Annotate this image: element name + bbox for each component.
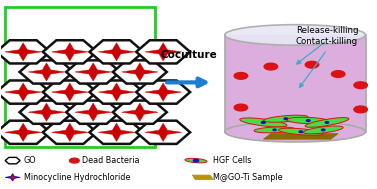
Ellipse shape bbox=[225, 25, 366, 45]
Polygon shape bbox=[5, 174, 20, 181]
Polygon shape bbox=[145, 83, 181, 101]
Polygon shape bbox=[113, 101, 167, 124]
Circle shape bbox=[299, 131, 302, 132]
Circle shape bbox=[262, 122, 265, 123]
Polygon shape bbox=[305, 118, 349, 127]
Polygon shape bbox=[136, 40, 190, 64]
Circle shape bbox=[325, 122, 329, 123]
Circle shape bbox=[354, 106, 367, 113]
Polygon shape bbox=[145, 43, 181, 61]
Polygon shape bbox=[254, 127, 295, 133]
Polygon shape bbox=[52, 43, 88, 61]
Polygon shape bbox=[145, 123, 181, 141]
Polygon shape bbox=[264, 115, 308, 122]
Circle shape bbox=[331, 71, 345, 77]
Polygon shape bbox=[28, 103, 65, 121]
Circle shape bbox=[307, 120, 310, 122]
Circle shape bbox=[284, 118, 288, 120]
Circle shape bbox=[354, 82, 367, 88]
Circle shape bbox=[69, 158, 79, 163]
Polygon shape bbox=[5, 83, 41, 101]
Text: Release-killing: Release-killing bbox=[296, 26, 358, 35]
Text: M@GO-Ti Sample: M@GO-Ti Sample bbox=[213, 173, 282, 182]
Bar bbox=[5, 7, 155, 147]
Text: Minocycline Hydrochloride: Minocycline Hydrochloride bbox=[24, 173, 130, 182]
Text: Contact-killing: Contact-killing bbox=[296, 37, 358, 46]
Text: Coculture: Coculture bbox=[160, 50, 217, 60]
Text: HGF Cells: HGF Cells bbox=[213, 156, 251, 165]
Polygon shape bbox=[28, 63, 65, 81]
Polygon shape bbox=[264, 134, 338, 139]
Polygon shape bbox=[0, 40, 50, 64]
Circle shape bbox=[234, 73, 248, 79]
Circle shape bbox=[264, 63, 277, 70]
Polygon shape bbox=[113, 60, 167, 84]
Polygon shape bbox=[43, 81, 97, 104]
Circle shape bbox=[234, 104, 248, 111]
Polygon shape bbox=[240, 118, 287, 127]
Polygon shape bbox=[0, 81, 50, 104]
Text: Dead Bacteria: Dead Bacteria bbox=[82, 156, 139, 165]
Polygon shape bbox=[90, 81, 144, 104]
Polygon shape bbox=[66, 60, 120, 84]
Polygon shape bbox=[43, 40, 97, 64]
Polygon shape bbox=[121, 103, 158, 121]
Polygon shape bbox=[75, 63, 112, 81]
Polygon shape bbox=[20, 60, 74, 84]
Circle shape bbox=[273, 129, 276, 131]
Polygon shape bbox=[98, 83, 135, 101]
Polygon shape bbox=[52, 83, 88, 101]
Polygon shape bbox=[75, 103, 112, 121]
Polygon shape bbox=[98, 123, 135, 141]
Polygon shape bbox=[66, 101, 120, 124]
Polygon shape bbox=[287, 117, 330, 124]
Polygon shape bbox=[136, 121, 190, 144]
Polygon shape bbox=[90, 121, 144, 144]
Text: GO: GO bbox=[24, 156, 37, 165]
Polygon shape bbox=[279, 128, 323, 135]
Polygon shape bbox=[0, 121, 50, 144]
Polygon shape bbox=[43, 121, 97, 144]
Polygon shape bbox=[98, 43, 135, 61]
Polygon shape bbox=[20, 101, 74, 124]
Circle shape bbox=[193, 159, 199, 162]
Polygon shape bbox=[5, 123, 41, 141]
Polygon shape bbox=[90, 40, 144, 64]
Ellipse shape bbox=[225, 122, 366, 142]
Polygon shape bbox=[52, 123, 88, 141]
Polygon shape bbox=[185, 158, 207, 163]
Polygon shape bbox=[303, 126, 343, 134]
Polygon shape bbox=[5, 157, 20, 164]
Polygon shape bbox=[121, 63, 158, 81]
Bar bbox=[225, 35, 366, 132]
Polygon shape bbox=[5, 43, 41, 61]
Circle shape bbox=[305, 61, 319, 68]
Polygon shape bbox=[192, 175, 213, 180]
Circle shape bbox=[322, 129, 325, 131]
Polygon shape bbox=[136, 81, 190, 104]
